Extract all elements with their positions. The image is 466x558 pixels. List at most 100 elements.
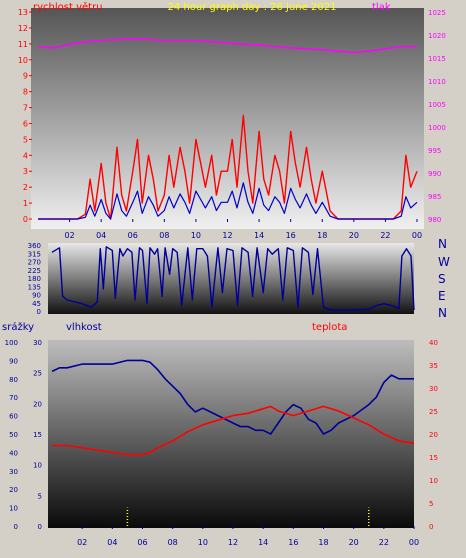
wind-x-tick-label: 22 [380,231,390,240]
rain-y-tick-label: 10 [33,462,42,470]
wind-y-tick-label: 6 [23,119,28,128]
pressure-y-tick-label: 980 [428,216,441,224]
direction-plot-area [48,243,414,314]
wind-x-tick-label: 12 [222,231,232,240]
temperature-y-tick-label: 5 [429,500,433,508]
temperature-y-tick-label: 30 [429,385,438,393]
rain-y-tick-label: 5 [38,492,42,500]
rain-label: srážky [2,321,34,333]
humidity-y-tick-label: 10 [9,505,18,513]
wind-y-tick-label: 10 [18,56,28,65]
humidity-x-tick-label: 02 [77,538,87,547]
humidity-y-tick-label: 90 [9,357,18,365]
wind-y-tick-label: 3 [23,167,28,176]
humidity-x-tick-label: 22 [379,538,389,547]
pressure-y-tick-label: 990 [428,170,441,178]
temperature-y-tick-label: 25 [429,408,438,416]
wind-x-tick-label: 02 [64,231,74,240]
humidity-y-tick-label: 50 [9,431,18,439]
direction-y-tick-label: 180 [28,275,41,283]
rain-y-tick-label: 0 [38,523,42,531]
wind-y-tick-label: 5 [23,135,28,144]
rain-y-tick-label: 30 [33,339,42,347]
wind-y-tick-label: 2 [23,183,28,192]
temperature-y-tick-label: 10 [429,477,438,485]
wind-average-series [38,182,418,220]
pressure-y-tick-label: 1000 [428,124,446,132]
direction-y-tick-label: 135 [28,283,41,291]
wind-x-tick-label: 16 [286,231,296,240]
humidity-y-tick-label: 30 [9,468,18,476]
humidity-x-tick-label: 12 [228,538,238,547]
humidity-y-tick-label: 20 [9,486,18,494]
pressure-y-tick-label: 1020 [428,32,446,40]
rain-y-tick-label: 20 [33,400,42,408]
direction-y-tick-label: 315 [28,250,41,258]
humidity-x-tick-label: 04 [107,538,117,547]
wind-x-tick-label: 20 [349,231,359,240]
temperature-y-tick-label: 0 [429,523,433,531]
humidity-label: vlhkost [66,322,102,333]
wind-y-tick-label: 11 [18,40,28,49]
temperature-y-tick-label: 35 [429,362,438,370]
temperature-y-tick-label: 20 [429,431,438,439]
humidity-y-tick-label: 70 [9,394,18,402]
wind-x-tick-label: 10 [191,231,201,240]
temperature-y-tick-label: 15 [429,454,438,462]
wind-y-tick-label: 9 [23,72,28,81]
wind-plot-area [31,8,424,229]
pressure-y-tick-label: 985 [428,193,441,201]
direction-y-tick-label: 270 [28,259,41,267]
wind-direction-series [51,246,415,311]
humidity-x-tick-label: 14 [258,538,268,547]
wind-y-tick-label: 7 [23,104,28,113]
temperature-series [52,405,415,456]
direction-y-tick-label: 0 [37,308,41,316]
temperature-y-tick-label: 40 [429,339,438,347]
humidity-x-tick-label: 06 [137,538,147,547]
humidity-y-tick-label: 60 [9,413,18,421]
wind-y-tick-label: 4 [23,151,28,160]
pressure-y-tick-label: 1010 [428,78,446,86]
wind-x-tick-label: 14 [254,231,264,240]
compass-label-w: W [438,255,450,269]
humidity-plot-area [48,340,414,528]
wind-y-tick-label: 1 [23,199,28,208]
humidity-x-tick-label: 18 [318,538,328,547]
humidity-y-tick-label: 80 [9,376,18,384]
pressure-y-tick-label: 995 [428,147,441,155]
humidity-y-tick-label: 40 [9,449,18,457]
pressure-label: tlak [372,2,391,13]
humidity-x-tick-label: 08 [168,538,178,547]
wind-x-tick-label: 08 [159,231,169,240]
direction-y-tick-label: 45 [32,300,41,308]
wind-x-tick-label: 06 [128,231,138,240]
compass-label-e: E [438,289,446,303]
pressure-series [37,37,417,54]
compass-label-n-bottom: N [438,306,447,320]
wind-y-tick-label: 12 [18,24,28,33]
rain-y-tick-label: 25 [33,370,42,378]
humidity-x-tick-label: 16 [288,538,298,547]
rain-y-tick-label: 15 [33,431,42,439]
humidity-x-tick-label: 00 [409,538,419,547]
direction-y-tick-label: 225 [28,267,41,275]
wind-x-tick-label: 18 [317,231,327,240]
temperature-label: teplota [312,322,347,333]
pressure-y-tick-label: 1015 [428,55,446,63]
chart-marks: 0123456789101112139809859909951000100510… [5,8,446,547]
humidity-series [51,359,414,435]
chart-title: 24 hour graph day : 26 June 2021 [168,2,337,13]
wind-x-tick-label: 00 [412,231,422,240]
wind-y-tick-label: 0 [23,215,28,224]
compass-label-s: S [438,272,446,286]
humidity-y-tick-label: 0 [14,523,18,531]
wind-speed-label: rychlost větru [33,1,103,13]
humidity-y-tick-label: 100 [5,339,18,347]
humidity-x-tick-label: 20 [349,538,359,547]
pressure-y-tick-label: 1005 [428,101,446,109]
wind-y-tick-label: 8 [23,88,28,97]
direction-y-tick-label: 90 [32,292,41,300]
